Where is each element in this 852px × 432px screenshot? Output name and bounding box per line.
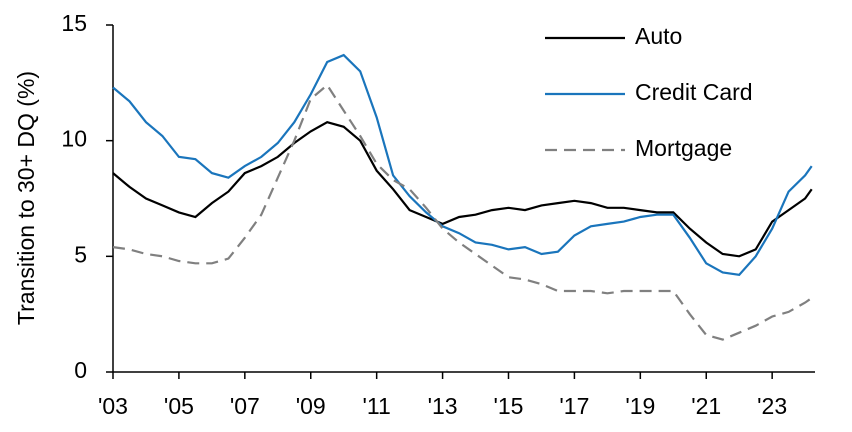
x-tick-label: '19 bbox=[625, 393, 655, 419]
series-line bbox=[112, 83, 813, 341]
series-line bbox=[112, 53, 813, 276]
x-tick-label: '15 bbox=[494, 393, 524, 419]
legend-label: Credit Card bbox=[635, 79, 753, 105]
y-tick-label: 5 bbox=[74, 241, 87, 267]
x-tick-label: '07 bbox=[230, 393, 260, 419]
x-tick-label: '23 bbox=[757, 393, 787, 419]
x-tick-label: '21 bbox=[691, 393, 721, 419]
series-line bbox=[112, 121, 813, 258]
legend-label: Mortgage bbox=[635, 135, 732, 161]
y-tick-label: 15 bbox=[61, 10, 87, 36]
x-tick-label: '03 bbox=[98, 393, 128, 419]
legend-label: Auto bbox=[635, 23, 682, 49]
y-axis-label: Transition to 30+ DQ (%) bbox=[13, 71, 39, 325]
y-tick-label: 0 bbox=[74, 357, 87, 383]
x-tick-label: '05 bbox=[164, 393, 194, 419]
x-tick-label: '13 bbox=[428, 393, 458, 419]
x-tick-label: '11 bbox=[363, 393, 391, 419]
x-tick-label: '09 bbox=[296, 393, 326, 419]
x-tick-label: '17 bbox=[559, 393, 589, 419]
y-tick-label: 10 bbox=[61, 126, 87, 152]
